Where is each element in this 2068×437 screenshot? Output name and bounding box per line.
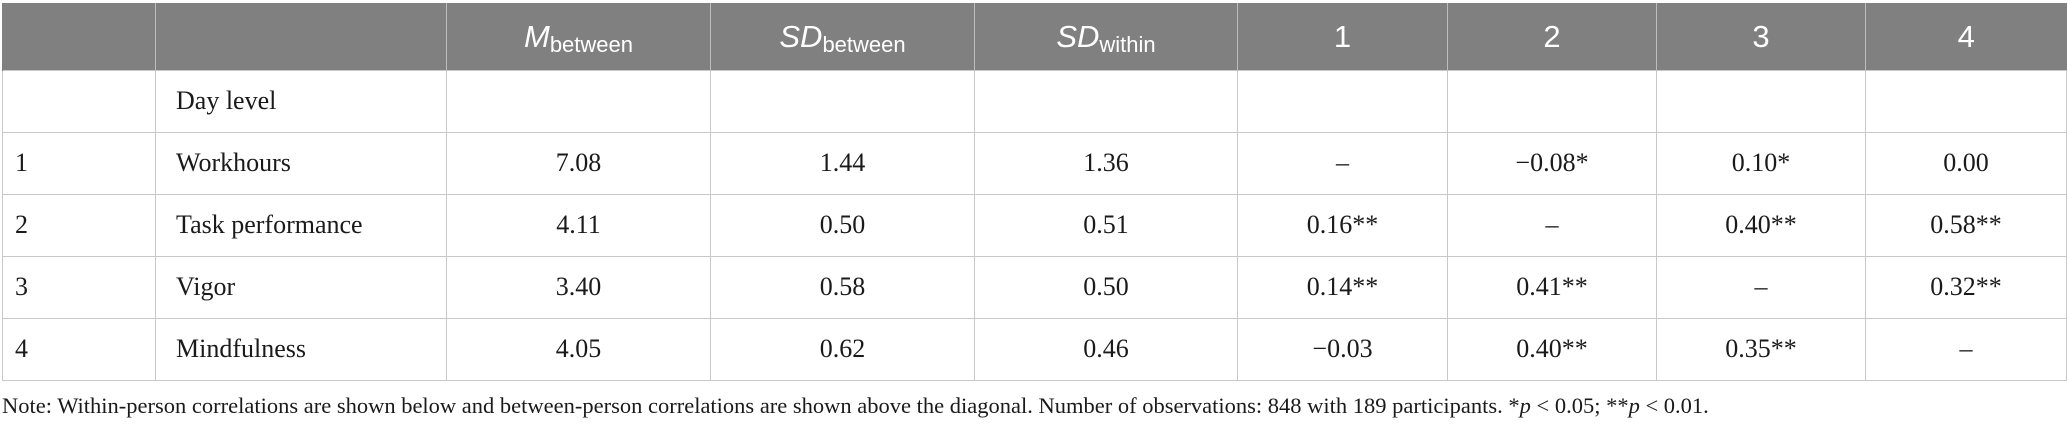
header-sd-within-main: SD bbox=[1056, 18, 1100, 54]
cell-corr-2: 0.40** bbox=[1447, 317, 1657, 381]
header-index bbox=[2, 3, 156, 70]
header-variable bbox=[155, 3, 447, 70]
header-corr-4: 4 bbox=[1865, 3, 2067, 70]
cell-sd-between: 0.62 bbox=[710, 317, 975, 381]
table-cell bbox=[974, 69, 1238, 133]
row-index: 2 bbox=[2, 193, 156, 257]
cell-corr-3: 0.10* bbox=[1656, 131, 1866, 195]
header-sd-between: SDbetween bbox=[710, 3, 975, 70]
header-sd-between-sub: between bbox=[822, 31, 906, 57]
table-cell bbox=[1447, 69, 1657, 133]
section-row-day-level: Day level bbox=[2, 69, 2067, 133]
table-cell bbox=[710, 69, 975, 133]
row-label: Task performance bbox=[155, 193, 447, 257]
table-note: Note: Within-person correlations are sho… bbox=[2, 393, 1709, 419]
section-index bbox=[2, 69, 156, 133]
header-sd-between-main: SD bbox=[779, 18, 823, 54]
header-corr-2: 2 bbox=[1447, 3, 1657, 70]
table-row: 3 Vigor 3.40 0.58 0.50 0.14** 0.41** – 0… bbox=[2, 255, 2067, 319]
cell-sd-within: 0.51 bbox=[974, 193, 1238, 257]
note-text: Note: Within-person correlations are sho… bbox=[2, 393, 1520, 418]
row-index: 1 bbox=[2, 131, 156, 195]
cell-corr-1: 0.14** bbox=[1237, 255, 1448, 319]
note-p-threshold-1: < 0.05; ** bbox=[1530, 393, 1629, 418]
cell-m-between: 7.08 bbox=[446, 131, 711, 195]
table-cell bbox=[1237, 69, 1448, 133]
cell-corr-2: −0.08* bbox=[1447, 131, 1657, 195]
cell-corr-4: 0.32** bbox=[1865, 255, 2067, 319]
header-m-between: Mbetween bbox=[446, 3, 711, 70]
cell-corr-3: 0.35** bbox=[1656, 317, 1866, 381]
cell-corr-4: 0.58** bbox=[1865, 193, 2067, 257]
cell-m-between: 3.40 bbox=[446, 255, 711, 319]
cell-m-between: 4.05 bbox=[446, 317, 711, 381]
cell-sd-within: 0.46 bbox=[974, 317, 1238, 381]
cell-sd-between: 0.50 bbox=[710, 193, 975, 257]
cell-corr-4: 0.00 bbox=[1865, 131, 2067, 195]
note-p-symbol-1: p bbox=[1519, 393, 1531, 418]
cell-corr-4: – bbox=[1865, 317, 2067, 381]
cell-corr-1: −0.03 bbox=[1237, 317, 1448, 381]
row-label: Workhours bbox=[155, 131, 447, 195]
cell-corr-1: – bbox=[1237, 131, 1448, 195]
cell-corr-2: 0.41** bbox=[1447, 255, 1657, 319]
cell-sd-between: 0.58 bbox=[710, 255, 975, 319]
cell-m-between: 4.11 bbox=[446, 193, 711, 257]
row-label: Mindfulness bbox=[155, 317, 447, 381]
cell-corr-3: – bbox=[1656, 255, 1866, 319]
header-corr-1: 1 bbox=[1237, 3, 1448, 70]
descriptives-correlation-table: Mbetween SDbetween SDwithin 1 2 3 4 Day … bbox=[2, 3, 2067, 381]
table-cell bbox=[446, 69, 711, 133]
header-sd-within: SDwithin bbox=[974, 3, 1238, 70]
correlation-table-container: Mbetween SDbetween SDwithin 1 2 3 4 Day … bbox=[2, 3, 2067, 381]
header-corr-3: 3 bbox=[1656, 3, 1866, 70]
note-p-threshold-2: < 0.01. bbox=[1639, 393, 1709, 418]
header-m-between-main: M bbox=[523, 18, 550, 54]
section-label: Day level bbox=[155, 69, 447, 133]
table-row: 1 Workhours 7.08 1.44 1.36 – −0.08* 0.10… bbox=[2, 131, 2067, 195]
header-m-between-sub: between bbox=[549, 31, 633, 57]
cell-corr-1: 0.16** bbox=[1237, 193, 1448, 257]
cell-sd-between: 1.44 bbox=[710, 131, 975, 195]
cell-corr-3: 0.40** bbox=[1656, 193, 1866, 257]
cell-sd-within: 0.50 bbox=[974, 255, 1238, 319]
row-index: 4 bbox=[2, 317, 156, 381]
table-header-row: Mbetween SDbetween SDwithin 1 2 3 4 bbox=[2, 3, 2067, 70]
note-p-symbol-2: p bbox=[1628, 393, 1640, 418]
row-index: 3 bbox=[2, 255, 156, 319]
row-label: Vigor bbox=[155, 255, 447, 319]
table-row: 4 Mindfulness 4.05 0.62 0.46 −0.03 0.40*… bbox=[2, 317, 2067, 381]
table-cell bbox=[1656, 69, 1866, 133]
table-row: 2 Task performance 4.11 0.50 0.51 0.16**… bbox=[2, 193, 2067, 257]
cell-corr-2: – bbox=[1447, 193, 1657, 257]
header-sd-within-sub: within bbox=[1099, 31, 1156, 57]
table-cell bbox=[1865, 69, 2067, 133]
cell-sd-within: 1.36 bbox=[974, 131, 1238, 195]
